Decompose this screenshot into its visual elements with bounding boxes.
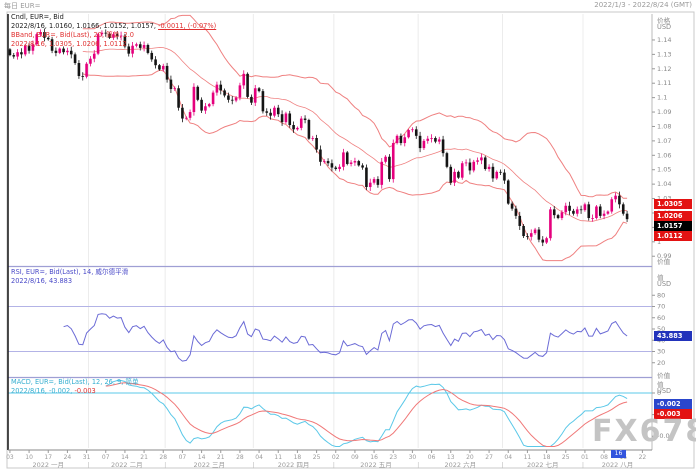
svg-text:30: 30 — [657, 348, 665, 356]
svg-text:0: 0 — [657, 389, 661, 397]
gridlines — [88, 14, 584, 448]
svg-text:25: 25 — [313, 454, 321, 461]
svg-text:01: 01 — [581, 454, 589, 461]
rsi-axis-ticks: 80706050403020 — [652, 291, 665, 367]
svg-text:22: 22 — [639, 454, 647, 461]
main-axis-caption: 价值 — [657, 258, 671, 266]
bband-lower-tag: 1.0112 — [654, 231, 692, 241]
candlesticks — [8, 28, 629, 247]
bband-upper-tag: 1.0305 — [654, 199, 692, 209]
svg-text:1.03: 1.03 — [657, 195, 671, 203]
svg-text:18: 18 — [294, 454, 302, 461]
svg-text:03: 03 — [6, 454, 14, 461]
svg-text:2022 六月: 2022 六月 — [445, 460, 477, 469]
svg-text:2022 五月: 2022 五月 — [360, 461, 392, 469]
svg-text:1.07: 1.07 — [657, 137, 671, 145]
svg-text:31: 31 — [83, 454, 91, 461]
rsi-axis-title: 值 — [657, 274, 664, 282]
price-axis-title: 价格 — [657, 17, 671, 25]
svg-text:11: 11 — [274, 454, 282, 461]
macd-plot — [8, 380, 652, 447]
svg-text:10: 10 — [25, 454, 33, 461]
svg-text:30: 30 — [409, 454, 417, 461]
svg-text:20: 20 — [466, 454, 474, 461]
watermark: FX678 — [592, 414, 696, 449]
svg-text:09: 09 — [351, 454, 359, 461]
window-title: 每日 EUR= — [4, 2, 41, 10]
svg-text:60: 60 — [657, 314, 665, 322]
svg-text:04: 04 — [255, 454, 263, 461]
rsi-axis-unit: USD — [657, 280, 672, 288]
svg-text:07: 07 — [102, 454, 110, 461]
svg-text:28: 28 — [159, 454, 167, 461]
macd-value-tag: -0.002 — [654, 399, 692, 409]
rsi-value-tag: 43.883 — [654, 331, 692, 341]
svg-text:|: | — [164, 461, 166, 469]
svg-text:80: 80 — [657, 291, 665, 299]
svg-text:14: 14 — [198, 454, 206, 461]
svg-text:|: | — [252, 461, 254, 469]
svg-text:23: 23 — [389, 454, 397, 461]
svg-text:16: 16 — [370, 454, 378, 461]
svg-text:25: 25 — [562, 454, 570, 461]
svg-text:-0.01: -0.01 — [657, 432, 674, 440]
svg-text:0.99: 0.99 — [657, 252, 671, 260]
rsi-axis-caption: 价值 — [657, 372, 671, 380]
last-price-tag: 1.0157 — [654, 221, 692, 231]
svg-text:1.13: 1.13 — [657, 50, 671, 58]
svg-text:14: 14 — [121, 454, 129, 461]
rsi-plot — [8, 306, 652, 362]
svg-text:08: 08 — [600, 454, 608, 461]
svg-text:20: 20 — [657, 359, 665, 367]
svg-text:11: 11 — [524, 454, 532, 461]
date-range-label: 2022/1/3 - 2022/8/24 (GMT) — [594, 1, 692, 9]
svg-text:1.06: 1.06 — [657, 151, 671, 159]
svg-text:1.11: 1.11 — [657, 79, 671, 87]
svg-text:07: 07 — [179, 454, 187, 461]
svg-text:70: 70 — [657, 303, 665, 311]
svg-text:24: 24 — [64, 454, 72, 461]
svg-text:1.12: 1.12 — [657, 65, 671, 73]
bollinger-bands — [82, 14, 628, 262]
svg-text:1: 1 — [657, 238, 661, 246]
svg-text:1.04: 1.04 — [657, 180, 671, 188]
time-axis: 03 10 17 24 31 07 14 21 28 07 14 21 28 04 11 18 25 02 09 16… — [6, 449, 652, 469]
svg-text:|: | — [501, 461, 503, 469]
price-axis-unit: USD — [657, 23, 672, 31]
svg-text:2022 七月: 2022 七月 — [527, 460, 559, 469]
bband-mid-tag: 1.0206 — [654, 211, 692, 221]
svg-text:02: 02 — [332, 454, 340, 461]
svg-text:04: 04 — [504, 454, 512, 461]
svg-text:28: 28 — [236, 454, 244, 461]
svg-text:1.05: 1.05 — [657, 166, 671, 174]
svg-text:|: | — [417, 461, 419, 469]
svg-text:2022 二月: 2022 二月 — [111, 461, 143, 469]
svg-text:2022 八月: 2022 八月 — [602, 461, 634, 469]
svg-text:|: | — [333, 461, 335, 469]
svg-text:1.1: 1.1 — [657, 94, 667, 102]
svg-text:1.08: 1.08 — [657, 122, 671, 130]
svg-text:1.14: 1.14 — [657, 36, 671, 44]
svg-text:2022 一月: 2022 一月 — [32, 461, 64, 469]
macd-signal-tag: -0.003 — [654, 409, 692, 419]
svg-text:13: 13 — [447, 454, 455, 461]
svg-text:21: 21 — [217, 454, 225, 461]
macd-axis-unit: USD — [657, 387, 672, 395]
svg-text:21: 21 — [140, 454, 148, 461]
macd-axis-title: 值 — [657, 381, 664, 389]
svg-text:17: 17 — [44, 454, 52, 461]
svg-text:50: 50 — [657, 325, 665, 333]
svg-text:1.09: 1.09 — [657, 108, 671, 116]
svg-text:|: | — [582, 461, 584, 469]
svg-text:27: 27 — [485, 454, 493, 461]
svg-text:06: 06 — [428, 454, 436, 461]
current-date-tag: 16 — [611, 450, 626, 458]
svg-text:2022 三月: 2022 三月 — [193, 461, 225, 469]
svg-text:|: | — [87, 461, 89, 469]
svg-text:18: 18 — [543, 454, 551, 461]
svg-text:2022 四月: 2022 四月 — [278, 461, 310, 469]
